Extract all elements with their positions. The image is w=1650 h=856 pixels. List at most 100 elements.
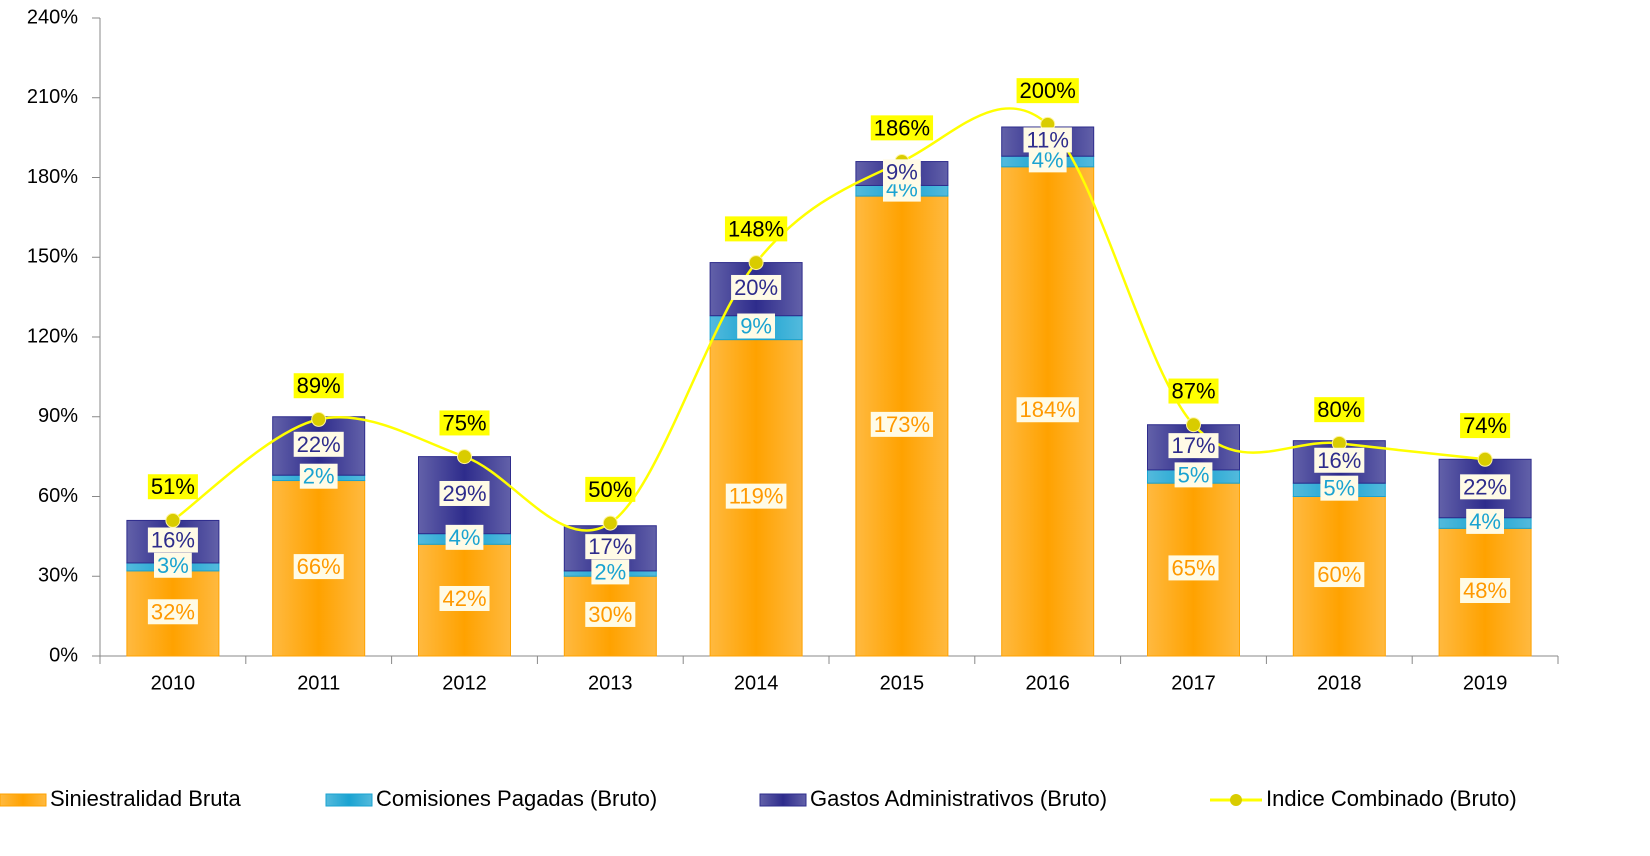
line-marker <box>602 515 618 531</box>
data-label: 30% <box>588 602 632 627</box>
label-box <box>147 599 198 625</box>
y-tick-label: 120% <box>27 325 78 347</box>
x-tick-label: 2018 <box>1317 672 1362 694</box>
label-box <box>731 274 782 300</box>
label-box <box>585 534 636 560</box>
data-label: 186% <box>874 115 930 140</box>
data-label: 200% <box>1020 78 1076 103</box>
data-label: 75% <box>442 410 486 435</box>
label-box <box>870 115 934 141</box>
y-tick-label: 240% <box>27 6 78 28</box>
data-label: 4% <box>449 525 481 550</box>
label-box <box>439 480 490 506</box>
label-box <box>154 552 192 578</box>
data-label: 5% <box>1178 462 1210 487</box>
y-tick-label: 180% <box>27 166 78 188</box>
line-marker <box>457 449 472 465</box>
label-box <box>1314 562 1365 588</box>
line-marker <box>748 255 764 271</box>
x-tick-label: 2019 <box>1463 672 1508 694</box>
data-label: 87% <box>1171 379 1215 404</box>
y-tick-label: 210% <box>27 86 78 108</box>
x-tick-label: 2015 <box>880 672 925 694</box>
label-box <box>1168 555 1219 581</box>
label-box <box>737 313 775 339</box>
x-tick-label: 2013 <box>588 672 633 694</box>
legend-swatch <box>759 793 807 807</box>
x-tick-label: 2010 <box>151 672 196 694</box>
label-box <box>1460 474 1511 500</box>
label-box <box>299 463 338 489</box>
line-marker <box>311 411 327 427</box>
bar-segment <box>418 543 511 657</box>
line-marker <box>165 512 181 528</box>
y-tick-label: 90% <box>38 405 78 427</box>
data-label: 16% <box>151 528 195 553</box>
data-label: 66% <box>297 554 341 579</box>
label-box <box>293 373 344 399</box>
x-tick-label: 2014 <box>734 672 779 694</box>
data-label: 50% <box>588 477 632 502</box>
data-label: 9% <box>886 159 918 184</box>
label-box <box>1320 475 1359 501</box>
data-label: 42% <box>442 586 486 611</box>
label-box <box>591 559 630 585</box>
legend-swatch <box>1230 794 1242 806</box>
label-box <box>1466 508 1504 534</box>
data-label: 184% <box>1020 397 1076 422</box>
label-box <box>1460 413 1511 439</box>
y-tick-label: 60% <box>38 485 78 507</box>
data-label: 32% <box>151 599 195 624</box>
data-label: 173% <box>874 412 930 437</box>
label-box <box>1460 578 1511 604</box>
data-label: 17% <box>588 534 632 559</box>
data-label: 89% <box>297 373 341 398</box>
data-label: 2% <box>594 559 626 584</box>
label-box <box>445 524 484 550</box>
label-box <box>725 483 787 509</box>
label-box <box>1016 397 1079 423</box>
label-box <box>1174 462 1213 488</box>
data-label: 22% <box>297 432 341 457</box>
label-box <box>293 431 344 457</box>
x-tick-label: 2017 <box>1171 672 1216 694</box>
legend-swatch <box>325 793 373 807</box>
x-tick-label: 2011 <box>297 672 340 694</box>
data-label: 48% <box>1463 578 1507 603</box>
line <box>172 107 1486 532</box>
data-label: 29% <box>442 481 486 506</box>
label-box <box>147 474 198 500</box>
data-label: 22% <box>1463 474 1507 499</box>
legend-label: Indice Combinado (Bruto) <box>1266 786 1517 811</box>
data-label: 148% <box>728 216 784 241</box>
data-label: 4% <box>1469 509 1501 534</box>
x-tick-label: 2012 <box>442 672 487 694</box>
data-label: 5% <box>1323 476 1355 501</box>
data-label: 51% <box>151 474 195 499</box>
y-tick-label: 30% <box>38 565 78 587</box>
legend-swatch <box>0 793 47 807</box>
y-tick-label: 0% <box>49 644 78 666</box>
line-marker <box>1477 451 1493 467</box>
data-label: 11% <box>1026 127 1068 152</box>
data-label: 65% <box>1171 555 1215 580</box>
x-tick-label: 2016 <box>1025 672 1070 694</box>
label-box <box>439 585 490 611</box>
label-box <box>1314 447 1365 473</box>
label-box <box>439 410 490 436</box>
data-label: 17% <box>1171 433 1215 458</box>
label-box <box>293 554 344 580</box>
label-box <box>147 527 198 553</box>
y-tick-label: 150% <box>27 246 78 268</box>
legend-label: Comisiones Pagadas (Bruto) <box>376 786 657 811</box>
label-box <box>1168 378 1219 404</box>
data-label: 9% <box>740 314 772 339</box>
data-label: 16% <box>1317 448 1361 473</box>
legend-label: Siniestralidad Bruta <box>50 786 242 811</box>
data-label: 20% <box>734 275 778 300</box>
data-label: 119% <box>729 484 784 509</box>
label-box <box>870 411 934 437</box>
label-box <box>1314 397 1365 423</box>
label-box <box>1023 127 1072 153</box>
